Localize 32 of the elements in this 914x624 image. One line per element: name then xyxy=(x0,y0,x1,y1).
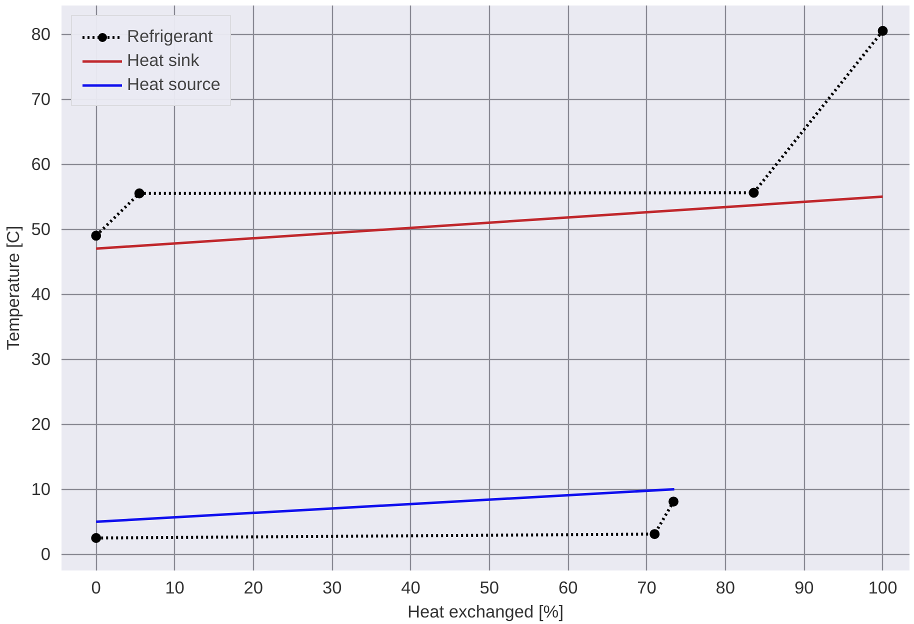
point xyxy=(748,188,759,198)
point xyxy=(668,496,679,507)
x-tick-label: 90 xyxy=(794,578,814,598)
x-tick-label: 60 xyxy=(558,578,578,598)
y-tick-label: 0 xyxy=(40,544,51,564)
y-tick-label: 80 xyxy=(31,24,51,44)
point xyxy=(91,533,102,543)
y-tick-label: 10 xyxy=(31,479,51,500)
x-tick-label: 100 xyxy=(868,578,898,598)
x-tick-label: 70 xyxy=(637,578,656,598)
legend-label: Heat source xyxy=(127,74,220,95)
legend-label: Refrigerant xyxy=(127,26,213,47)
y-axis-title: Temperature [C] xyxy=(3,226,24,350)
x-tick-label: 30 xyxy=(322,578,342,598)
x-tick-label: 40 xyxy=(401,578,420,598)
y-tick-label: 20 xyxy=(31,414,51,434)
x-axis-title: Heat exchanged [%] xyxy=(407,602,564,622)
point xyxy=(878,26,888,36)
point xyxy=(91,230,102,241)
y-tick-label: 50 xyxy=(31,219,51,240)
y-tick-label: 30 xyxy=(31,349,51,370)
legend-label: Heat sink xyxy=(127,50,200,71)
x-tick-label: 0 xyxy=(91,578,101,598)
x-tick-label: 10 xyxy=(165,578,184,598)
point xyxy=(650,529,660,540)
x-tick-label: 80 xyxy=(716,578,736,598)
y-tick-label: 60 xyxy=(31,154,51,174)
y-tick-label: 40 xyxy=(31,284,51,304)
x-tick-label: 50 xyxy=(480,578,500,598)
point xyxy=(134,188,144,198)
x-tick-label: 20 xyxy=(244,578,264,598)
y-tick-label: 70 xyxy=(31,89,51,110)
